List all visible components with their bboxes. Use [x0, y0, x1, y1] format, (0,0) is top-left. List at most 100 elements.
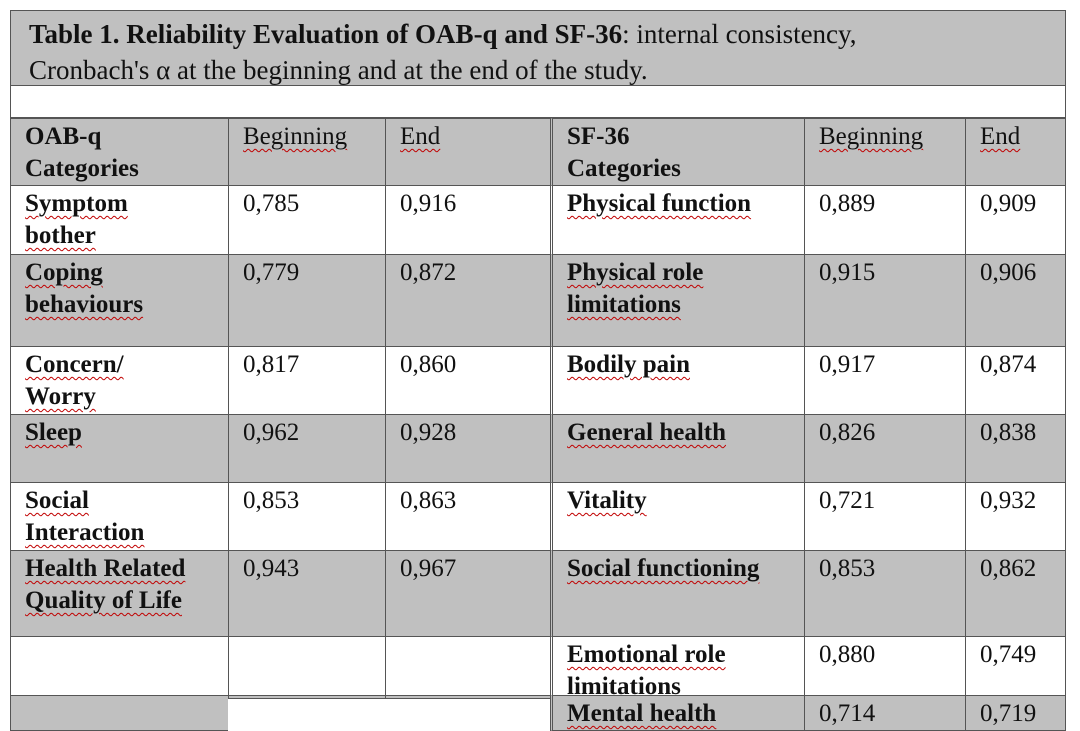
blank-row — [10, 86, 1066, 118]
sf-beginning-value: 0,915 — [819, 259, 876, 286]
sf-category-line1: Physical role — [567, 259, 704, 286]
oab-category-line1: Sleep — [25, 419, 82, 446]
sf-beginning-cell: 0,917 — [804, 347, 965, 415]
oab-end-cell — [385, 696, 550, 699]
sf-end-cell: 0,749 — [965, 637, 1066, 696]
sf-beginning-value: 0,880 — [819, 641, 876, 668]
sf-end-cell: 0,909 — [965, 186, 1066, 255]
oab-beginning-cell — [228, 637, 385, 696]
sf-end-cell: 0,862 — [965, 551, 1066, 637]
caption-line-2: Cronbach's α at the beginning and at the… — [29, 55, 648, 85]
sf-category-cell: Bodily pain — [550, 347, 804, 415]
sf-category-cell: Vitality — [550, 483, 804, 551]
sf-category-cell: Social functioning — [550, 551, 804, 637]
oab-end-value: 0,860 — [400, 351, 457, 378]
oab-beginning-cell: 0,785 — [228, 186, 385, 255]
header-sf-categories: SF-36 Categories — [550, 118, 804, 186]
sf-beginning-value: 0,826 — [819, 419, 876, 446]
sf-end-cell: 0,874 — [965, 347, 1066, 415]
oab-category-cell: Symptom bother — [10, 186, 228, 255]
oab-category-line2: bother — [25, 222, 96, 249]
sf-beginning-cell: 0,880 — [804, 637, 965, 696]
sf-category-line1: Physical function — [567, 190, 752, 217]
sf-end-cell: 0,838 — [965, 415, 1066, 483]
sf-category-cell: Mental health — [550, 696, 804, 731]
oab-category-line1: Social — [25, 487, 89, 514]
sf-end-value: 0,909 — [980, 190, 1037, 217]
sf-beginning-value: 0,853 — [819, 555, 876, 582]
sf-category-line1: Emotional role — [567, 641, 726, 668]
oab-end-value: 0,928 — [400, 419, 457, 446]
oab-beginning-cell: 0,943 — [228, 551, 385, 637]
oab-end-value: 0,863 — [400, 487, 457, 514]
header-sf-end: End — [965, 118, 1066, 186]
sf-end-value: 0,874 — [980, 351, 1037, 378]
oab-category-line2: Worry — [25, 383, 96, 410]
oab-category-line1: Concern/ — [25, 351, 124, 378]
oab-category-cell: Health Related Quality of Life — [10, 551, 228, 637]
oab-beginning-value: 0,853 — [243, 487, 300, 514]
sf-category-line1: Mental health — [567, 700, 717, 727]
header-label: Beginning — [243, 123, 348, 150]
sf-beginning-cell: 0,915 — [804, 255, 965, 347]
sf-beginning-value: 0,721 — [819, 487, 876, 514]
sf-end-cell: 0,932 — [965, 483, 1066, 551]
oab-end-value: 0,967 — [400, 555, 457, 582]
oab-category-cell — [10, 637, 228, 696]
sf-beginning-value: 0,889 — [819, 190, 876, 217]
sf-beginning-cell: 0,721 — [804, 483, 965, 551]
header-sf-beginning: Beginning — [804, 118, 965, 186]
sf-category-line1: Social functioning — [567, 555, 760, 582]
sf-category-line2: limitations — [567, 673, 681, 700]
sf-category-line1: Vitality — [567, 487, 647, 514]
header-sf-line1: SF-36 — [567, 123, 630, 150]
oab-beginning-value: 0,817 — [243, 351, 300, 378]
oab-category-cell: Sleep — [10, 415, 228, 483]
oab-beginning-cell: 0,779 — [228, 255, 385, 347]
oab-beginning-cell: 0,853 — [228, 483, 385, 551]
reliability-table: OAB-q Categories Beginning End SF-36 Categori… — [10, 118, 1066, 731]
table-caption: Table 1. Reliability Evaluation of OAB-q… — [10, 10, 1066, 86]
header-sf-line2: Categories — [567, 155, 681, 182]
sf-end-value: 0,862 — [980, 555, 1037, 582]
sf-category-line1: Bodily pain — [567, 351, 690, 378]
oab-category-cell: Social Interaction — [10, 483, 228, 551]
oab-beginning-value: 0,779 — [243, 259, 300, 286]
oab-end-cell: 0,928 — [385, 415, 550, 483]
oab-end-cell: 0,860 — [385, 347, 550, 415]
table-figure: Table 1. Reliability Evaluation of OAB-q… — [10, 10, 1066, 731]
sf-beginning-value: 0,714 — [819, 700, 876, 727]
header-label: Beginning — [819, 123, 924, 150]
sf-category-line1: General health — [567, 419, 727, 446]
oab-category-line2: behaviours — [25, 291, 144, 318]
sf-category-cell: Physical function — [550, 186, 804, 255]
sf-end-value: 0,838 — [980, 419, 1037, 446]
oab-category-cell: Concern/Worry — [10, 347, 228, 415]
oab-category-line1: Coping — [25, 259, 103, 286]
oab-category-line1: Symptom — [25, 190, 128, 217]
header-oab-end: End — [385, 118, 550, 186]
sf-category-line2: limitations — [567, 291, 681, 318]
oab-beginning-cell — [228, 696, 385, 699]
oab-beginning-value: 0,962 — [243, 419, 300, 446]
header-oab-line2: Categories — [25, 155, 139, 182]
header-label: End — [980, 123, 1021, 150]
sf-end-cell: 0,719 — [965, 696, 1066, 731]
sf-beginning-cell: 0,826 — [804, 415, 965, 483]
sf-end-value: 0,906 — [980, 259, 1037, 286]
caption-rest: : internal consistency, — [622, 19, 857, 49]
oab-end-cell: 0,863 — [385, 483, 550, 551]
oab-category-cell — [10, 696, 228, 731]
oab-beginning-value: 0,785 — [243, 190, 300, 217]
oab-category-line2: Quality of Life — [25, 587, 182, 614]
sf-beginning-cell: 0,714 — [804, 696, 965, 731]
oab-beginning-cell: 0,962 — [228, 415, 385, 483]
sf-end-cell: 0,906 — [965, 255, 1066, 347]
oab-end-value: 0,872 — [400, 259, 457, 286]
sf-beginning-cell: 0,853 — [804, 551, 965, 637]
oab-category-cell: Coping behaviours — [10, 255, 228, 347]
header-oab-line1: OAB-q — [25, 123, 102, 150]
oab-category-line1: Health Related — [25, 555, 186, 582]
header-oab-categories: OAB-q Categories — [10, 118, 228, 186]
sf-end-value: 0,932 — [980, 487, 1037, 514]
